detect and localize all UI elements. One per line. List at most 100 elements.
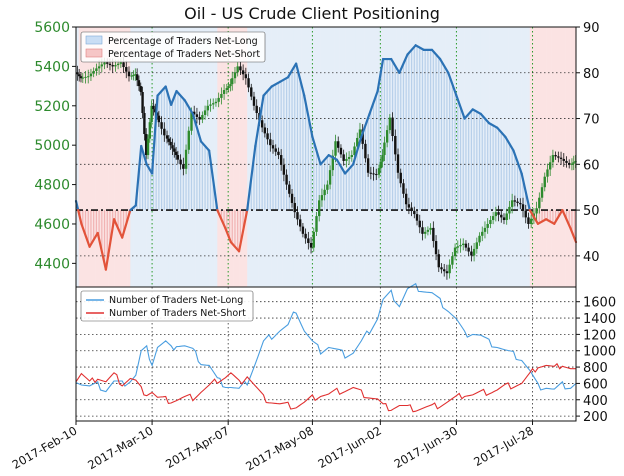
percent-net-long-segment	[343, 163, 355, 175]
x-axis-date-label: 2017-Jul-28	[471, 423, 536, 468]
percent-net-long-segment	[246, 144, 257, 212]
price-candle-body	[538, 197, 541, 209]
sentiment-band	[217, 27, 221, 287]
price-candle-body	[114, 65, 117, 67]
percent-net-long-segment	[463, 108, 474, 120]
price-candle-body	[134, 74, 137, 76]
price-candle-body	[220, 93, 223, 98]
price-candle-body	[456, 246, 459, 248]
percent-net-long-segment	[88, 231, 99, 248]
sentiment-band	[518, 27, 522, 287]
price-candle-body	[260, 120, 264, 128]
sentiment-band	[220, 27, 224, 287]
percent-net-long-segment	[237, 208, 249, 253]
price-candle-body	[76, 72, 79, 75]
price-candle-body	[337, 141, 340, 148]
price-candle-body	[135, 74, 139, 81]
price-candle-body	[165, 135, 169, 139]
sentiment-band	[84, 27, 88, 287]
price-candle-body	[146, 138, 150, 156]
price-candle-body	[263, 127, 267, 134]
price-candle-body	[527, 217, 530, 224]
percent-net-long-segment	[569, 227, 578, 244]
price-candle-body	[100, 64, 104, 67]
price-candle-body	[497, 212, 500, 215]
price-candle-body	[288, 184, 291, 194]
left-axis-tick-label: 4400	[34, 256, 70, 272]
price-candle-body	[388, 117, 392, 131]
percent-net-long-segment	[335, 158, 347, 175]
bottom-right-axis-tick-label: 1600	[583, 296, 616, 311]
sentiment-band	[323, 27, 327, 287]
percent-net-long-segment	[553, 208, 564, 225]
bottom-right-axis-tick-label: 400	[583, 394, 608, 409]
right-axis-tick-label: 40	[583, 250, 600, 265]
x-axis-date-label: 2017-Apr-07	[163, 423, 232, 471]
price-candle-body	[307, 238, 310, 244]
price-candle-body	[339, 147, 343, 155]
left-axis-tick-label: 4800	[34, 178, 70, 194]
price-candle-body	[483, 227, 487, 232]
price-candle-body	[217, 97, 220, 102]
sentiment-band	[149, 27, 153, 287]
x-axis-date-labels: 2017-Feb-10 2017-Mar-10 2017-Apr-07 2017-Ma…	[10, 421, 536, 473]
price-candle-body	[432, 227, 435, 242]
percent-net-long-segment	[156, 85, 167, 97]
price-candle-body	[108, 63, 112, 66]
x-axis-date-label: 2017-Mar-10	[85, 423, 155, 472]
price-candle-body	[111, 65, 114, 67]
percent-net-long-segment	[455, 94, 466, 120]
price-candle-body	[508, 206, 511, 214]
price-candle-body	[77, 74, 81, 77]
price-candle-body	[137, 80, 141, 87]
sentiment-band	[225, 27, 229, 287]
percent-net-long-segment	[504, 135, 515, 152]
sentiment-band	[535, 27, 539, 287]
price-candle-body	[176, 155, 180, 160]
sentiment-band	[76, 27, 80, 287]
sentiment-band	[100, 27, 104, 287]
price-candle-body	[209, 104, 212, 106]
sentiment-band	[239, 27, 243, 287]
price-candle-body	[244, 74, 248, 79]
sentiment-band	[249, 27, 253, 287]
sentiment-band	[527, 27, 531, 287]
sentiment-band	[97, 27, 101, 287]
price-candle-body	[122, 62, 125, 68]
percent-net-long-segment	[479, 112, 491, 125]
percent-net-long-segment	[134, 144, 143, 207]
right-axis-tick-label: 50	[583, 204, 600, 219]
price-candle-body	[478, 235, 481, 243]
sentiment-band	[516, 27, 520, 287]
sentiment-band	[78, 27, 82, 287]
percent-net-long-segment	[406, 44, 417, 56]
price-candle-body	[358, 129, 362, 138]
percent-net-long-segment	[175, 89, 186, 102]
sentiment-band	[247, 27, 251, 287]
sentiment-band	[540, 27, 544, 287]
price-candle-body	[475, 242, 479, 249]
price-candle-body	[543, 176, 546, 188]
percent-net-long-segment	[183, 99, 194, 116]
price-candle-body	[298, 219, 302, 227]
percent-net-long-segment	[303, 94, 314, 138]
sentiment-band	[236, 27, 240, 287]
price-candle-body	[443, 269, 446, 272]
price-candle-body	[470, 251, 473, 256]
sentiment-band	[127, 27, 131, 287]
sentiment-band	[233, 27, 237, 287]
percent-net-long-segment	[545, 218, 556, 225]
sentiment-band	[211, 27, 215, 287]
sentiment-band	[570, 27, 574, 287]
x-axis-date-label: 2017-Jun-02	[316, 423, 384, 471]
price-candle-body	[106, 62, 109, 64]
price-candle-body	[141, 92, 144, 114]
price-candle-body	[301, 226, 305, 234]
price-candle-body	[87, 76, 90, 78]
price-candle-body	[125, 67, 128, 72]
price-candle-body	[315, 216, 318, 232]
price-candle-body	[179, 159, 182, 165]
percent-net-long-segment	[295, 62, 306, 97]
price-candle-body	[366, 158, 370, 173]
price-candle-body	[285, 174, 288, 185]
